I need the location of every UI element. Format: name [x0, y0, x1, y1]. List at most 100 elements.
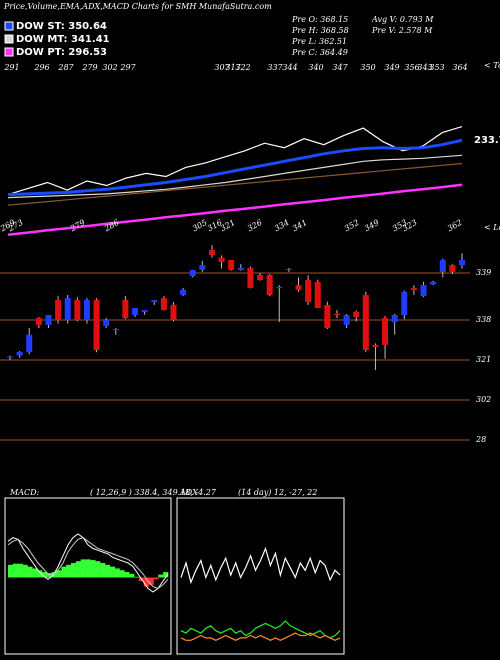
histogram-bar: [22, 564, 28, 578]
candle-body: [141, 309, 148, 312]
candle-body: [324, 304, 331, 328]
info-text: Pre L: 362.51: [291, 37, 347, 46]
candle-body: [295, 285, 302, 290]
top-label: 344: [282, 63, 297, 72]
candle-body: [199, 265, 206, 270]
candle-body: [74, 300, 81, 321]
histogram-bar: [109, 566, 115, 578]
level-label: 321: [476, 355, 491, 364]
page-title: Price,Volume,EMA,ADX,MACD Charts for SMH…: [3, 2, 272, 11]
top-label: 343: [417, 63, 432, 72]
histogram-bar: [119, 570, 125, 578]
candle-body: [449, 265, 456, 272]
top-label: 279: [81, 63, 97, 72]
top-label: 349: [384, 63, 399, 72]
histogram-bar: [143, 577, 149, 587]
histogram-bar: [80, 559, 86, 578]
candle-body: [208, 249, 215, 255]
info-text: Pre V: 2.578 M: [371, 26, 433, 35]
level-label: 339: [476, 268, 491, 277]
series-line: [7, 126, 463, 196]
candle-body: [7, 356, 13, 358]
candle-body: [247, 267, 254, 288]
histogram-bar: [90, 560, 96, 578]
candle-body: [266, 274, 273, 295]
candle-body: [237, 267, 244, 270]
legend-entry: DOW PT: 296.53: [16, 47, 107, 58]
candle-body: [45, 315, 52, 325]
legend-swatch: [4, 21, 14, 31]
level-label: 338: [476, 315, 491, 324]
candle-body: [64, 298, 71, 321]
candle-body: [420, 285, 427, 297]
level-label: 28: [475, 435, 486, 444]
histogram-bar: [51, 572, 57, 578]
candle-body: [26, 334, 33, 353]
histogram-bar: [124, 572, 130, 578]
histogram-bar: [163, 572, 169, 578]
candle-body: [382, 318, 389, 345]
panel-label: ADX: [179, 488, 198, 497]
histogram-bar: [95, 561, 101, 578]
histogram-bar: [17, 563, 23, 578]
candle-body: [257, 274, 264, 281]
histogram-bar: [8, 564, 14, 578]
panel-label: MACD:: [9, 488, 40, 497]
candle-body: [372, 344, 379, 347]
histogram-bar: [134, 576, 140, 578]
histogram-bar: [12, 563, 18, 578]
candle-body: [314, 282, 321, 308]
series-line: [7, 162, 463, 206]
panel-params: (14 day) 12, -27, 22: [238, 488, 317, 497]
legend-swatch: [4, 34, 14, 44]
candle-body: [285, 269, 292, 271]
candle-body: [353, 311, 360, 317]
candle-body: [276, 286, 283, 288]
top-label: 340: [308, 63, 323, 72]
legend-entry: DOW MT: 341.41: [16, 34, 110, 45]
histogram-bar: [158, 574, 164, 578]
candle-body: [401, 291, 408, 316]
histogram-bar: [148, 577, 154, 585]
histogram-bar: [27, 566, 33, 578]
candle-body: [218, 257, 225, 262]
histogram-bar: [100, 563, 106, 578]
histogram-bar: [41, 572, 48, 578]
series-line: [180, 632, 341, 641]
candle-body: [189, 269, 196, 277]
candle-body: [362, 295, 369, 350]
candle-body: [228, 260, 235, 270]
candle-body: [160, 298, 167, 310]
series-line: [180, 546, 341, 585]
macd-frame: [4, 497, 172, 655]
top-label: 297: [119, 63, 136, 72]
info-text: Avg V: 0.793 M: [371, 15, 434, 24]
series-line: [7, 533, 169, 593]
top-label: 291: [3, 63, 19, 72]
histogram-bar: [32, 568, 38, 578]
candle-body: [35, 318, 42, 325]
histogram-bar: [61, 566, 67, 578]
top-label: 350: [360, 63, 375, 72]
series-line: [180, 620, 341, 639]
histogram-bar: [66, 564, 72, 578]
candle-body: [430, 281, 437, 285]
top-label: 296: [33, 63, 49, 72]
candle-body: [343, 315, 350, 325]
histogram-bar: [71, 563, 77, 578]
candle-body: [112, 329, 119, 331]
candle-body: [170, 304, 177, 321]
histogram-bar: [37, 570, 43, 578]
candle-body: [439, 260, 446, 272]
top-label: 287: [57, 63, 74, 72]
histogram-bar: [56, 570, 62, 578]
panel-params: ( 12,26,9 ) 338.4, 349.18, -4.27: [90, 488, 217, 497]
candle-body: [151, 300, 158, 303]
histogram-bar: [85, 559, 91, 578]
top-label: 317: [225, 63, 241, 72]
histogram-bar: [75, 561, 82, 578]
candle-body: [459, 260, 465, 266]
candle-body: [305, 280, 312, 303]
series-line: [7, 537, 169, 589]
